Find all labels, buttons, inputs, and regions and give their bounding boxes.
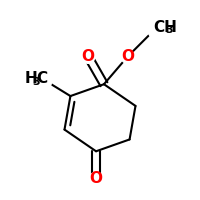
Text: O: O xyxy=(121,49,134,64)
Circle shape xyxy=(89,172,103,186)
Text: 3: 3 xyxy=(165,25,173,35)
Text: O: O xyxy=(82,49,95,64)
Text: 3: 3 xyxy=(32,77,40,87)
Text: C: C xyxy=(36,71,47,86)
Text: CH: CH xyxy=(153,20,177,35)
Circle shape xyxy=(121,50,134,63)
Text: O: O xyxy=(90,171,103,186)
Text: H: H xyxy=(25,71,38,86)
Circle shape xyxy=(26,67,52,93)
Circle shape xyxy=(147,15,173,41)
Circle shape xyxy=(81,50,95,63)
